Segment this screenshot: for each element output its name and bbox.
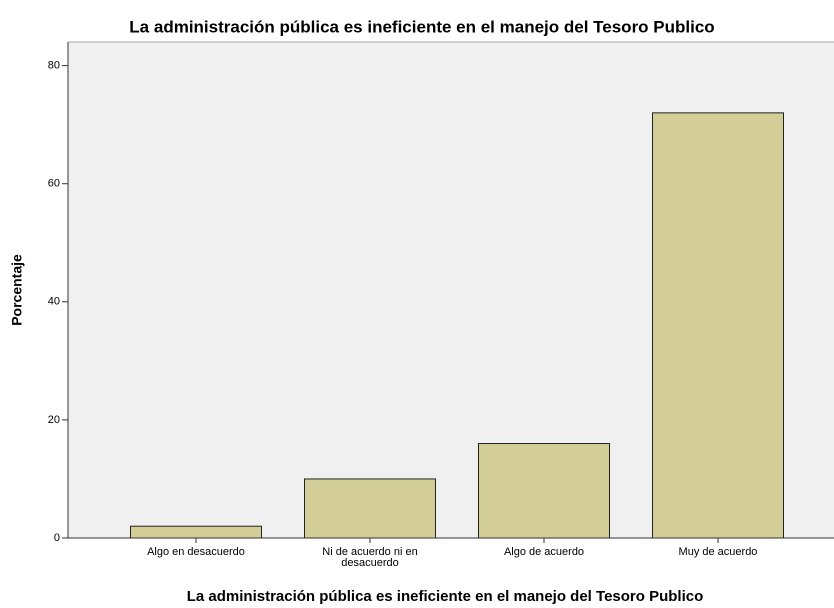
x-tick-label: Algo de acuerdo xyxy=(503,546,585,558)
x-tick-label: Algo en desacuerdo xyxy=(147,546,245,558)
y-tick-label: 0 xyxy=(54,532,60,544)
y-tick-label: 80 xyxy=(48,60,60,72)
y-tick-label: 20 xyxy=(48,414,60,426)
bar xyxy=(652,112,784,539)
x-tick-label: Muy de acuerdo xyxy=(678,546,758,558)
chart-title: La administración pública es ineficiente… xyxy=(129,17,714,36)
bar xyxy=(130,525,262,539)
bar xyxy=(478,443,610,539)
x-tick-label: Ni de acuerdo ni en desacuerdo xyxy=(322,546,418,569)
y-tick-label: 40 xyxy=(48,296,60,308)
y-tick-label: 60 xyxy=(48,178,60,190)
bar xyxy=(304,478,436,539)
x-axis-title: La administración pública es ineficiente… xyxy=(187,588,704,605)
y-axis-title: Porcentaje xyxy=(9,254,25,326)
